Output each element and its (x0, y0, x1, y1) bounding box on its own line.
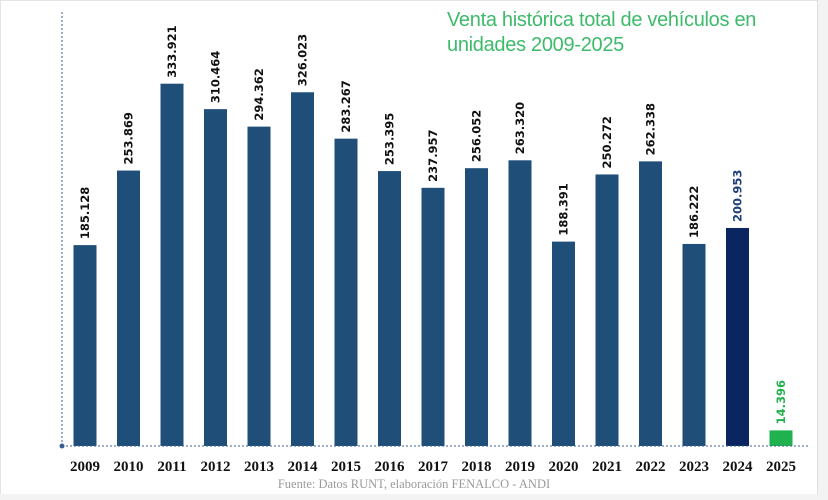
x-tick-label-2024: 2024 (723, 459, 754, 475)
x-tick-label-2020: 2020 (549, 459, 579, 475)
frame-edge (0, 494, 828, 500)
bar-2013 (247, 126, 271, 446)
bar-2019 (508, 160, 532, 447)
source-note: Fuente: Datos RUNT, elaboración FENALCO … (277, 477, 551, 491)
data-label-2009: 185.128 (78, 187, 92, 239)
x-tick-label-2010: 2010 (114, 459, 144, 475)
x-tick-label-2009: 2009 (70, 459, 100, 475)
data-label-2011: 333.921 (165, 25, 179, 77)
chart-title: Venta histórica total de vehículos en un… (447, 9, 757, 56)
x-tick-label-2014: 2014 (288, 459, 319, 475)
bar-2023 (682, 243, 706, 446)
x-tick-label-2023: 2023 (679, 459, 709, 475)
bar-2017 (421, 187, 445, 446)
data-label-2015: 283.267 (339, 80, 353, 132)
x-tick-label-2025: 2025 (766, 459, 796, 475)
x-tick-label-2021: 2021 (592, 459, 622, 475)
bar-2016 (378, 171, 401, 447)
bar-2024 (726, 227, 749, 446)
bar-2015 (334, 138, 358, 446)
data-label-2017: 237.957 (426, 129, 440, 181)
x-tick-label-2011: 2011 (157, 459, 186, 475)
x-tick-label-2017: 2017 (418, 459, 449, 475)
frame-edge (817, 0, 828, 500)
data-label-2024: 200.953 (731, 170, 745, 222)
x-tick-label-2015: 2015 (331, 459, 361, 475)
data-label-2018: 256.052 (470, 110, 484, 162)
bar-2018 (465, 168, 488, 446)
data-label-2020: 188.391 (557, 183, 571, 235)
data-label-2010: 253.869 (122, 112, 136, 164)
bar-2025 (769, 430, 793, 446)
bar-2010 (117, 170, 140, 447)
x-tick-label-2019: 2019 (505, 459, 535, 475)
data-label-2013: 294.362 (252, 68, 266, 120)
data-label-2021: 250.272 (600, 116, 614, 168)
bar-2011 (160, 83, 184, 447)
bar-2014 (291, 92, 314, 446)
x-tick-label-2013: 2013 (244, 459, 274, 475)
data-label-2012: 310.464 (209, 51, 223, 103)
x-tick-label-2018: 2018 (462, 459, 492, 475)
bar-2009 (73, 245, 97, 446)
data-label-2019: 263.320 (513, 102, 527, 154)
data-label-2014: 326.023 (296, 34, 310, 86)
bar-2012 (204, 109, 227, 447)
bar-2022 (639, 161, 662, 446)
axis-origin-dot (59, 443, 65, 449)
data-label-2025: 14.396 (774, 380, 788, 424)
x-tick-label-2016: 2016 (375, 459, 406, 475)
data-label-2022: 262.338 (644, 103, 658, 155)
x-tick-label-2022: 2022 (636, 459, 666, 475)
data-label-2023: 186.222 (687, 186, 701, 238)
bar-2020 (552, 241, 575, 446)
x-tick-label-2012: 2012 (201, 459, 231, 475)
bar-2021 (595, 174, 619, 446)
data-label-2016: 253.395 (383, 113, 397, 165)
